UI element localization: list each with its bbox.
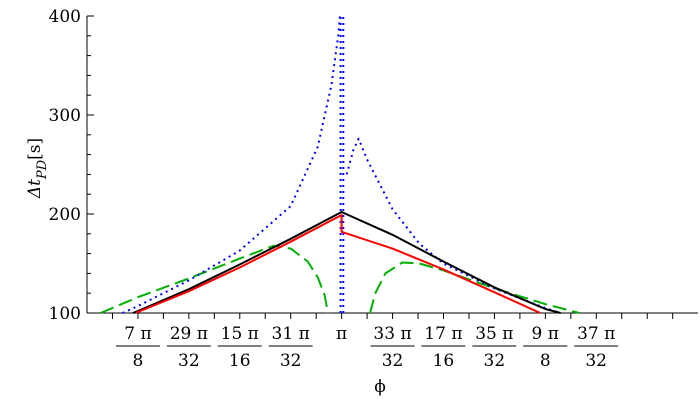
y-tick-label: 300 <box>49 106 81 126</box>
y-axis-label-main: Δt <box>25 179 45 199</box>
y-axis-label-unit: [s] <box>25 138 45 160</box>
x-tick-denominator: 32 <box>484 351 506 371</box>
x-tick-denominator: 16 <box>433 351 455 371</box>
x-tick-denominator: 8 <box>133 351 144 371</box>
svg-text:ΔtPD[s]: ΔtPD[s] <box>25 138 50 199</box>
y-tick-label: 200 <box>49 205 81 225</box>
x-tick-numerator: 7 π <box>124 324 151 344</box>
x-tick-numerator: 35 π <box>475 324 513 344</box>
axes <box>86 15 698 319</box>
y-axis-label-sub: PD <box>35 159 50 180</box>
x-tick-denominator: 8 <box>540 351 551 371</box>
y-tick-label: 400 <box>49 7 81 27</box>
series-line-dotted-1-0 <box>122 15 341 314</box>
x-axis-label: ϕ <box>374 377 386 397</box>
x-tick-denominator: 32 <box>382 351 404 371</box>
y-axis-label: ΔtPD[s] <box>25 138 50 199</box>
series-line-dashed-0-0 <box>100 244 329 314</box>
x-tick-numerator: 37 π <box>577 324 615 344</box>
x-tick-numerator: 29 π <box>170 324 208 344</box>
x-tick-numerator: 17 π <box>424 324 462 344</box>
x-tick-denominator: 32 <box>280 351 302 371</box>
tick-labels: 100 200 300 400 7 π 8 29 π 32 15 π 16 31 π 32 π 33 π 3… <box>49 7 619 371</box>
series-line-dotted-1-3 <box>345 137 561 314</box>
x-tick-numerator: 31 π <box>272 324 310 344</box>
x-tick-denominator: 32 <box>585 351 607 371</box>
y-tick-label: 100 <box>49 304 81 324</box>
series-line-solid-3-0 <box>135 214 541 314</box>
x-tick-numerator: 33 π <box>373 324 411 344</box>
series-line-solid-2-0 <box>132 211 561 314</box>
x-tick-numerator: π <box>336 324 347 344</box>
x-tick-denominator: 16 <box>229 351 251 371</box>
x-tick-numerator: 15 π <box>221 324 259 344</box>
x-tick-denominator: 32 <box>178 351 200 371</box>
x-tick-numerator: 9 π <box>532 324 559 344</box>
series-group <box>100 15 580 314</box>
series-line-dashed-0-1 <box>369 261 580 314</box>
